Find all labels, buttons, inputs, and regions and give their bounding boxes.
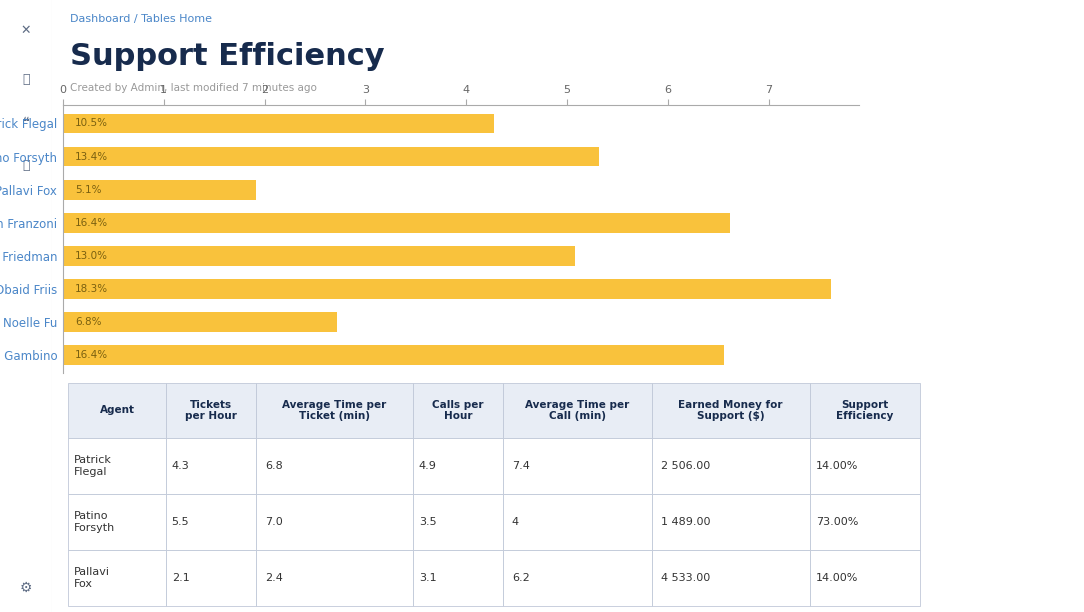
Text: Dashboard / Tables Home: Dashboard / Tables Home: [69, 13, 211, 24]
Text: ❝: ❝: [23, 116, 29, 129]
Text: 16.4%: 16.4%: [75, 218, 108, 228]
Text: 5.1%: 5.1%: [75, 185, 102, 195]
Text: ⬛: ⬛: [23, 159, 29, 172]
Bar: [63, 246, 575, 266]
Text: 13.4%: 13.4%: [75, 152, 108, 162]
Bar: [63, 213, 731, 233]
Bar: [63, 114, 494, 133]
Text: Support Efficiency: Support Efficiency: [69, 42, 385, 71]
Text: 6.8%: 6.8%: [75, 317, 102, 327]
Bar: [63, 180, 257, 200]
Text: ⚙: ⚙: [20, 581, 33, 594]
Bar: [63, 345, 724, 365]
Text: ⬜: ⬜: [23, 73, 29, 86]
Text: 13.0%: 13.0%: [75, 251, 108, 261]
Text: 16.4%: 16.4%: [75, 350, 108, 360]
Text: 10.5%: 10.5%: [75, 119, 108, 129]
Text: 18.3%: 18.3%: [75, 284, 108, 294]
Text: Created by Admin, last modified 7 minutes ago: Created by Admin, last modified 7 minute…: [69, 83, 317, 94]
Text: ✕: ✕: [21, 24, 31, 37]
Bar: [63, 312, 337, 332]
Bar: [63, 279, 831, 299]
Bar: [63, 147, 599, 166]
